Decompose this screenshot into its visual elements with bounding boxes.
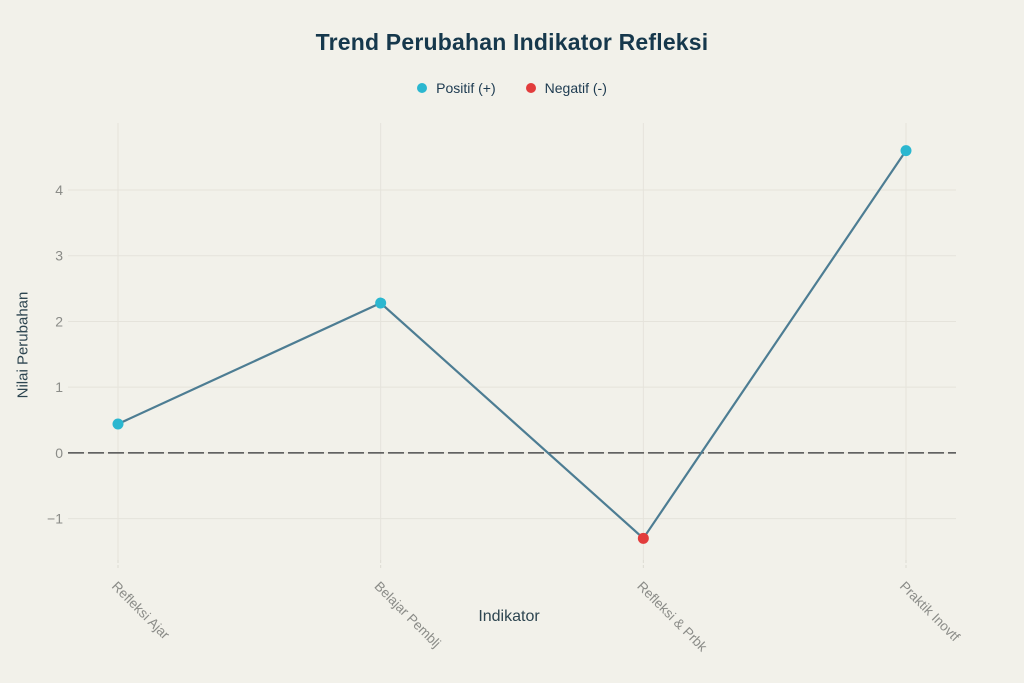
data-point-2[interactable] [637,532,649,544]
x-axis-title: Indikator [478,608,540,625]
y-tick-label: −1 [47,511,63,527]
x-tick-label: Refleksi Ajar [109,579,173,643]
y-tick-label: 0 [55,445,63,461]
chart-legend: Positif (+) Negatif (-) [0,80,1024,96]
legend-item-positif[interactable]: Positif (+) [417,80,496,96]
y-axis-title: Nilai Perubahan [14,291,32,399]
y-tick-label: 3 [55,248,63,264]
legend-label-positif: Positif (+) [436,80,496,96]
y-tick-label: 1 [55,379,63,395]
data-point-0[interactable] [112,418,124,430]
positif-marker-icon [417,83,428,93]
legend-label-negatif: Negatif (-) [544,80,607,96]
negatif-marker-icon [525,83,536,93]
y-tick-label: 4 [55,182,63,198]
y-tick-label: 2 [55,313,63,329]
legend-item-negatif[interactable]: Negatif (-) [525,80,607,96]
x-tick-label: Praktik Inovtf [897,579,963,645]
trend-line [116,149,908,540]
data-point-3[interactable] [900,145,912,157]
x-tick-label: Belajar Pemblj [372,579,444,651]
chart-title: Trend Perubahan Indikator Refleksi [315,29,709,55]
x-tick-label: Refleksi & Prbk [634,579,710,655]
data-point-1[interactable] [375,297,387,309]
